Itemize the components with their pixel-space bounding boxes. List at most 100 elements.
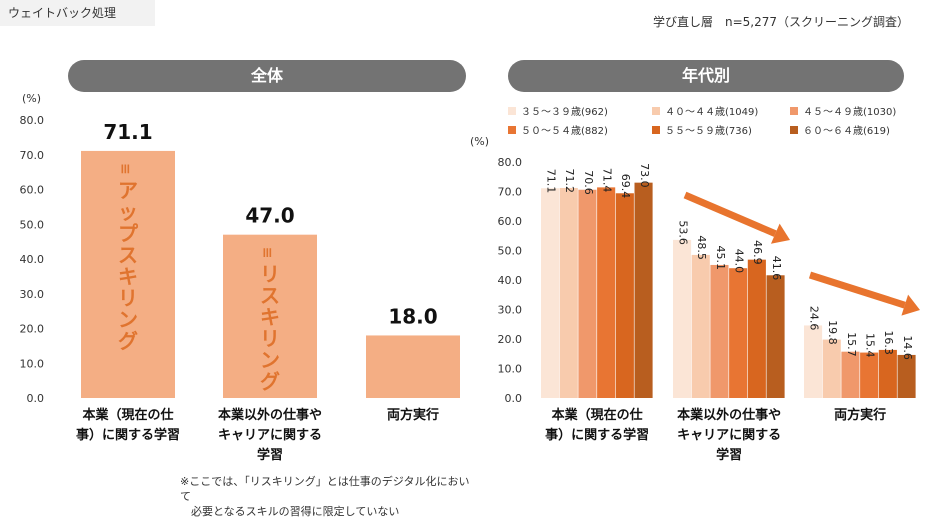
trend-arrow-head bbox=[901, 294, 920, 316]
left-panel-title: 全体 bbox=[68, 60, 466, 92]
bar-annotation-char: グ bbox=[260, 370, 280, 394]
right-value-label: 71.4 bbox=[600, 168, 613, 193]
right-value-label: 71.1 bbox=[544, 169, 557, 194]
right-bar bbox=[578, 189, 597, 398]
left-y-tick-label: 50.0 bbox=[20, 218, 45, 231]
right-bar bbox=[691, 254, 710, 398]
bar-annotation-char: ン bbox=[118, 307, 138, 331]
right-value-label: 48.5 bbox=[695, 235, 708, 260]
legend-label: ４５～４９歳(1030) bbox=[803, 106, 896, 118]
legend-swatch bbox=[790, 107, 798, 115]
right-category-label: 事）に関する学習 bbox=[545, 427, 649, 443]
left-y-tick-label: 80.0 bbox=[20, 114, 45, 127]
left-value-label: 71.1 bbox=[103, 120, 152, 144]
legend-swatch bbox=[652, 126, 660, 134]
section-tag: ウェイトバック処理 bbox=[0, 0, 155, 26]
right-category-label: キャリアに関する bbox=[677, 428, 781, 443]
right-bar bbox=[897, 354, 916, 398]
bar-annotation-char: キ bbox=[118, 264, 138, 288]
right-category-label: 本業以外の仕事や bbox=[677, 407, 781, 423]
left-y-axis-label: (%) bbox=[22, 92, 41, 105]
left-category-label: 学習 bbox=[257, 447, 283, 463]
right-value-label: 15.7 bbox=[845, 332, 858, 357]
left-bar-3 bbox=[366, 335, 460, 398]
trend-arrow-shaft bbox=[683, 191, 777, 237]
bar-annotation-char: リ bbox=[260, 262, 280, 286]
right-y-tick-label: 70.0 bbox=[498, 186, 523, 199]
bar-annotation-char: キ bbox=[260, 305, 280, 329]
left-bar-1 bbox=[81, 150, 175, 398]
left-category-label: 両方実行 bbox=[387, 407, 439, 423]
sample-description: 学び直し層 n=5,277（スクリーニング調査） bbox=[652, 15, 909, 29]
bar-annotation-char: ス bbox=[260, 284, 280, 308]
left-y-tick-label: 20.0 bbox=[20, 323, 45, 336]
right-value-label: 44.0 bbox=[732, 249, 745, 274]
right-y-tick-label: 0.0 bbox=[505, 392, 523, 405]
left-y-tick-label: 40.0 bbox=[20, 253, 45, 266]
right-bar bbox=[559, 187, 578, 398]
right-y-tick-label: 80.0 bbox=[498, 156, 523, 169]
right-y-tick-label: 10.0 bbox=[498, 363, 523, 376]
right-y-tick-label: 50.0 bbox=[498, 245, 523, 258]
right-category-label: 学習 bbox=[716, 447, 742, 463]
right-bar bbox=[634, 182, 653, 398]
right-bar bbox=[615, 193, 634, 398]
right-value-label: 15.4 bbox=[863, 333, 876, 358]
right-value-label: 16.3 bbox=[882, 330, 895, 355]
legend-swatch bbox=[652, 107, 660, 115]
right-value-label: 46.9 bbox=[751, 240, 764, 265]
bar-annotation-char: ア bbox=[118, 178, 138, 202]
bar-annotation-char: リ bbox=[260, 327, 280, 351]
bar-annotation-char: ≡ bbox=[259, 247, 275, 259]
right-value-label: 69.4 bbox=[619, 174, 632, 199]
legend-label: ４０～４４歳(1049) bbox=[665, 106, 758, 118]
left-y-tick-label: 30.0 bbox=[20, 288, 45, 301]
left-value-label: 47.0 bbox=[245, 204, 294, 228]
right-y-tick-label: 20.0 bbox=[498, 333, 523, 346]
right-bar bbox=[710, 264, 729, 398]
left-category-label: 本業（現在の仕 bbox=[82, 407, 173, 423]
trend-arrow-shaft bbox=[808, 271, 906, 309]
right-value-label: 71.2 bbox=[563, 168, 576, 193]
right-bar bbox=[878, 349, 897, 398]
left-y-tick-label: 10.0 bbox=[20, 357, 45, 370]
right-panel-title: 年代別 bbox=[508, 60, 904, 92]
left-category-label: 事）に関する学習 bbox=[76, 427, 180, 443]
bar-annotation-char: ン bbox=[260, 348, 280, 372]
right-value-label: 70.6 bbox=[582, 170, 595, 195]
legend-label: ５０～５４歳(882) bbox=[521, 125, 608, 137]
bar-annotation-char: グ bbox=[118, 329, 138, 353]
right-category-label: 両方実行 bbox=[834, 407, 886, 423]
right-category-label: 本業（現在の仕 bbox=[552, 407, 643, 423]
bar-annotation-char: リ bbox=[118, 286, 138, 310]
left-category-label: 本業以外の仕事や bbox=[218, 407, 322, 423]
right-value-label: 41.6 bbox=[770, 256, 783, 281]
right-bar bbox=[747, 259, 766, 398]
legend-swatch bbox=[508, 126, 516, 134]
left-y-tick-label: 70.0 bbox=[20, 149, 45, 162]
legend-label: ６０～６４歳(619) bbox=[803, 125, 890, 137]
bar-annotation-char: ス bbox=[118, 243, 138, 267]
right-bar bbox=[804, 325, 823, 398]
right-value-label: 24.6 bbox=[807, 306, 820, 331]
right-bar bbox=[597, 187, 616, 398]
footnote: ※ここでは、「リスキリング」とは仕事のデジタル化において 必要となるスキルの習得… bbox=[180, 475, 470, 518]
right-y-tick-label: 30.0 bbox=[498, 304, 523, 317]
trend-arrow-head bbox=[770, 223, 790, 244]
right-value-label: 19.8 bbox=[826, 320, 839, 345]
left-bar-annotation: ≡ リスキリング bbox=[259, 247, 280, 394]
bar-annotation-char: プ bbox=[118, 221, 139, 245]
left-y-tick-label: 60.0 bbox=[20, 184, 45, 197]
right-y-tick-label: 40.0 bbox=[498, 274, 523, 287]
right-bar bbox=[841, 351, 860, 398]
legend-label: ５５～５９歳(736) bbox=[665, 125, 752, 137]
left-y-tick-label: 0.0 bbox=[27, 392, 45, 405]
right-bar bbox=[766, 275, 785, 398]
right-bar bbox=[860, 352, 879, 398]
legend-label: ３５～３９歳(962) bbox=[521, 106, 608, 118]
legend-swatch bbox=[508, 107, 516, 115]
right-value-label: 14.6 bbox=[901, 335, 914, 360]
bar-annotation-char: ッ bbox=[118, 200, 138, 224]
